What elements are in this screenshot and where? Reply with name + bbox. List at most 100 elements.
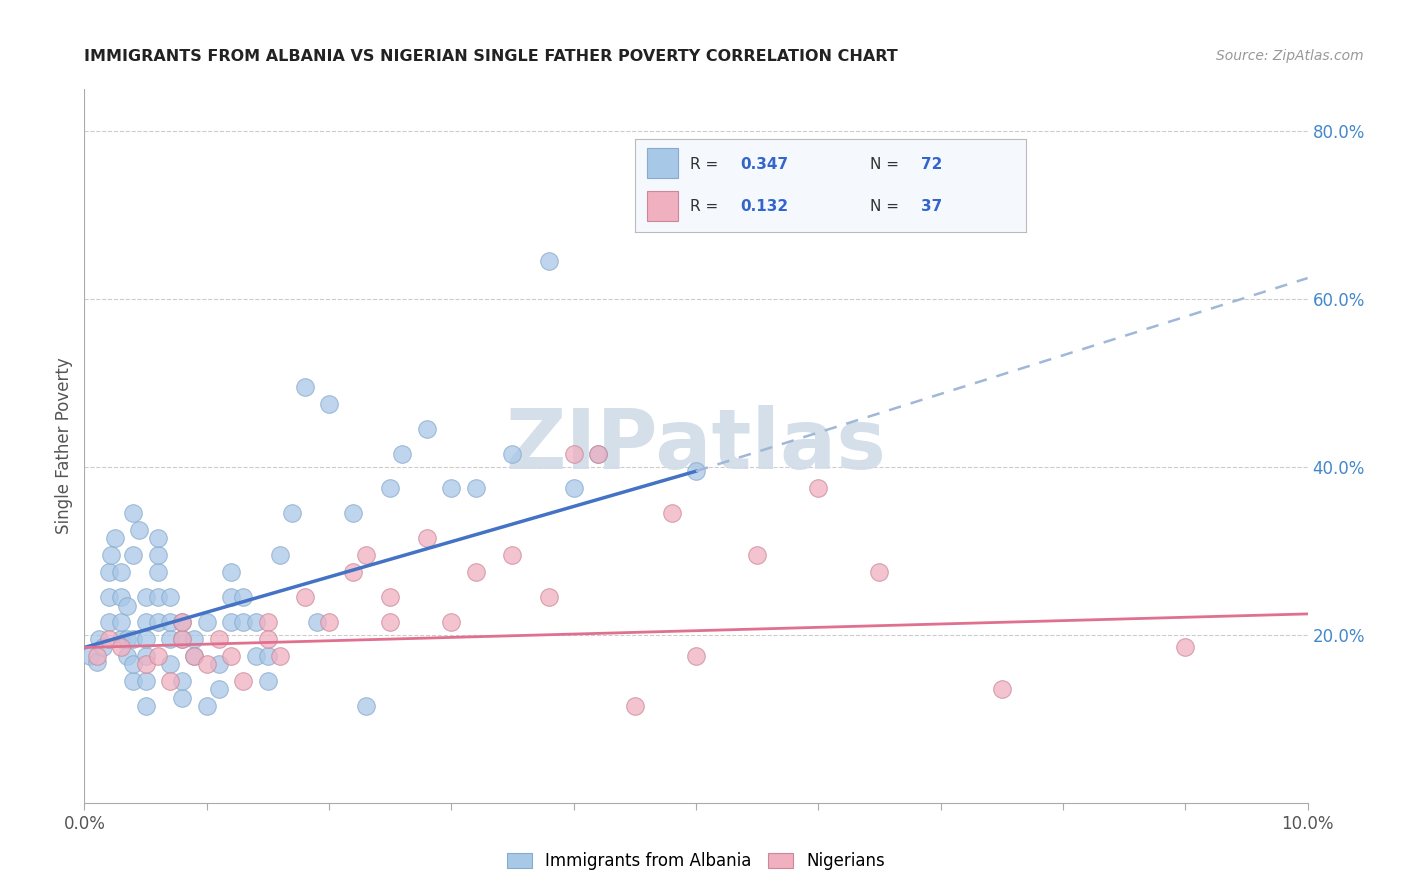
Point xyxy=(135,674,157,689)
Point xyxy=(146,615,169,630)
Point xyxy=(464,565,486,579)
Point xyxy=(624,699,647,714)
Point xyxy=(747,548,769,562)
Point xyxy=(122,657,145,672)
Point xyxy=(685,464,707,478)
Point xyxy=(183,648,205,663)
Point xyxy=(110,632,132,646)
Point xyxy=(208,632,231,646)
Point xyxy=(135,615,157,630)
Point xyxy=(416,422,439,436)
Point xyxy=(562,447,585,461)
Point xyxy=(464,481,486,495)
Point xyxy=(79,648,101,663)
Point xyxy=(219,565,242,579)
Point xyxy=(380,615,402,630)
Point xyxy=(146,648,169,663)
Point xyxy=(100,548,122,562)
Point xyxy=(208,682,231,697)
Point xyxy=(146,590,169,604)
Point xyxy=(110,640,132,655)
Point xyxy=(257,674,280,689)
Point xyxy=(354,548,377,562)
Point xyxy=(269,548,291,562)
Point xyxy=(128,523,150,537)
Point xyxy=(502,447,524,461)
Point xyxy=(146,548,169,562)
Point xyxy=(115,648,138,663)
Point xyxy=(232,615,254,630)
Point xyxy=(257,632,280,646)
Point xyxy=(232,590,254,604)
Point xyxy=(110,615,132,630)
Point xyxy=(97,615,120,630)
Point xyxy=(294,380,316,394)
Point xyxy=(538,590,561,604)
Point xyxy=(135,590,157,604)
Point xyxy=(269,648,291,663)
Point xyxy=(135,699,157,714)
Text: ZIPatlas: ZIPatlas xyxy=(506,406,886,486)
Point xyxy=(562,481,585,495)
Point xyxy=(219,648,242,663)
Point xyxy=(586,447,609,461)
Point xyxy=(172,615,194,630)
Point xyxy=(104,532,127,546)
Point xyxy=(122,548,145,562)
Point xyxy=(146,565,169,579)
Point xyxy=(245,648,267,663)
Point xyxy=(219,590,242,604)
Text: IMMIGRANTS FROM ALBANIA VS NIGERIAN SINGLE FATHER POVERTY CORRELATION CHART: IMMIGRANTS FROM ALBANIA VS NIGERIAN SING… xyxy=(84,49,898,64)
Point xyxy=(122,632,145,646)
Point xyxy=(195,615,218,630)
Point xyxy=(685,648,707,663)
Point xyxy=(110,590,132,604)
Legend: Immigrants from Albania, Nigerians: Immigrants from Albania, Nigerians xyxy=(501,846,891,877)
Point xyxy=(257,648,280,663)
Point xyxy=(172,632,194,646)
Point xyxy=(807,481,830,495)
Point xyxy=(172,615,194,630)
Point xyxy=(115,632,138,646)
Point xyxy=(195,699,218,714)
Point xyxy=(86,648,108,663)
Point xyxy=(232,674,254,689)
Point xyxy=(159,632,181,646)
Point xyxy=(172,690,194,705)
Point xyxy=(183,648,205,663)
Point xyxy=(586,447,609,461)
Point xyxy=(416,532,439,546)
Point xyxy=(135,657,157,672)
Point xyxy=(502,548,524,562)
Point xyxy=(440,615,463,630)
Point xyxy=(257,615,280,630)
Y-axis label: Single Father Poverty: Single Father Poverty xyxy=(55,358,73,534)
Point xyxy=(354,699,377,714)
Point xyxy=(245,615,267,630)
Point xyxy=(380,590,402,604)
Point xyxy=(440,481,463,495)
Point xyxy=(1174,640,1197,655)
Point xyxy=(115,599,138,613)
Point xyxy=(172,674,194,689)
Point xyxy=(97,632,120,646)
Point xyxy=(208,657,231,672)
Point xyxy=(195,657,218,672)
Point xyxy=(135,632,157,646)
Point xyxy=(318,615,340,630)
Point xyxy=(219,615,242,630)
Point xyxy=(318,397,340,411)
Point xyxy=(342,565,364,579)
Point xyxy=(294,590,316,604)
Text: Source: ZipAtlas.com: Source: ZipAtlas.com xyxy=(1216,49,1364,63)
Point xyxy=(122,674,145,689)
Point xyxy=(159,590,181,604)
Point xyxy=(146,532,169,546)
Point xyxy=(183,632,205,646)
Point xyxy=(91,640,114,655)
Point xyxy=(159,615,181,630)
Point xyxy=(135,648,157,663)
Point xyxy=(86,655,108,669)
Point xyxy=(538,254,561,268)
Point xyxy=(869,565,891,579)
